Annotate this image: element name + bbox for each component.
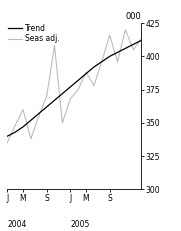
Text: 2004: 2004 (7, 220, 27, 229)
Text: 000: 000 (125, 12, 141, 21)
Legend: Trend, Seas adj.: Trend, Seas adj. (8, 24, 60, 43)
Text: 2005: 2005 (70, 220, 90, 229)
